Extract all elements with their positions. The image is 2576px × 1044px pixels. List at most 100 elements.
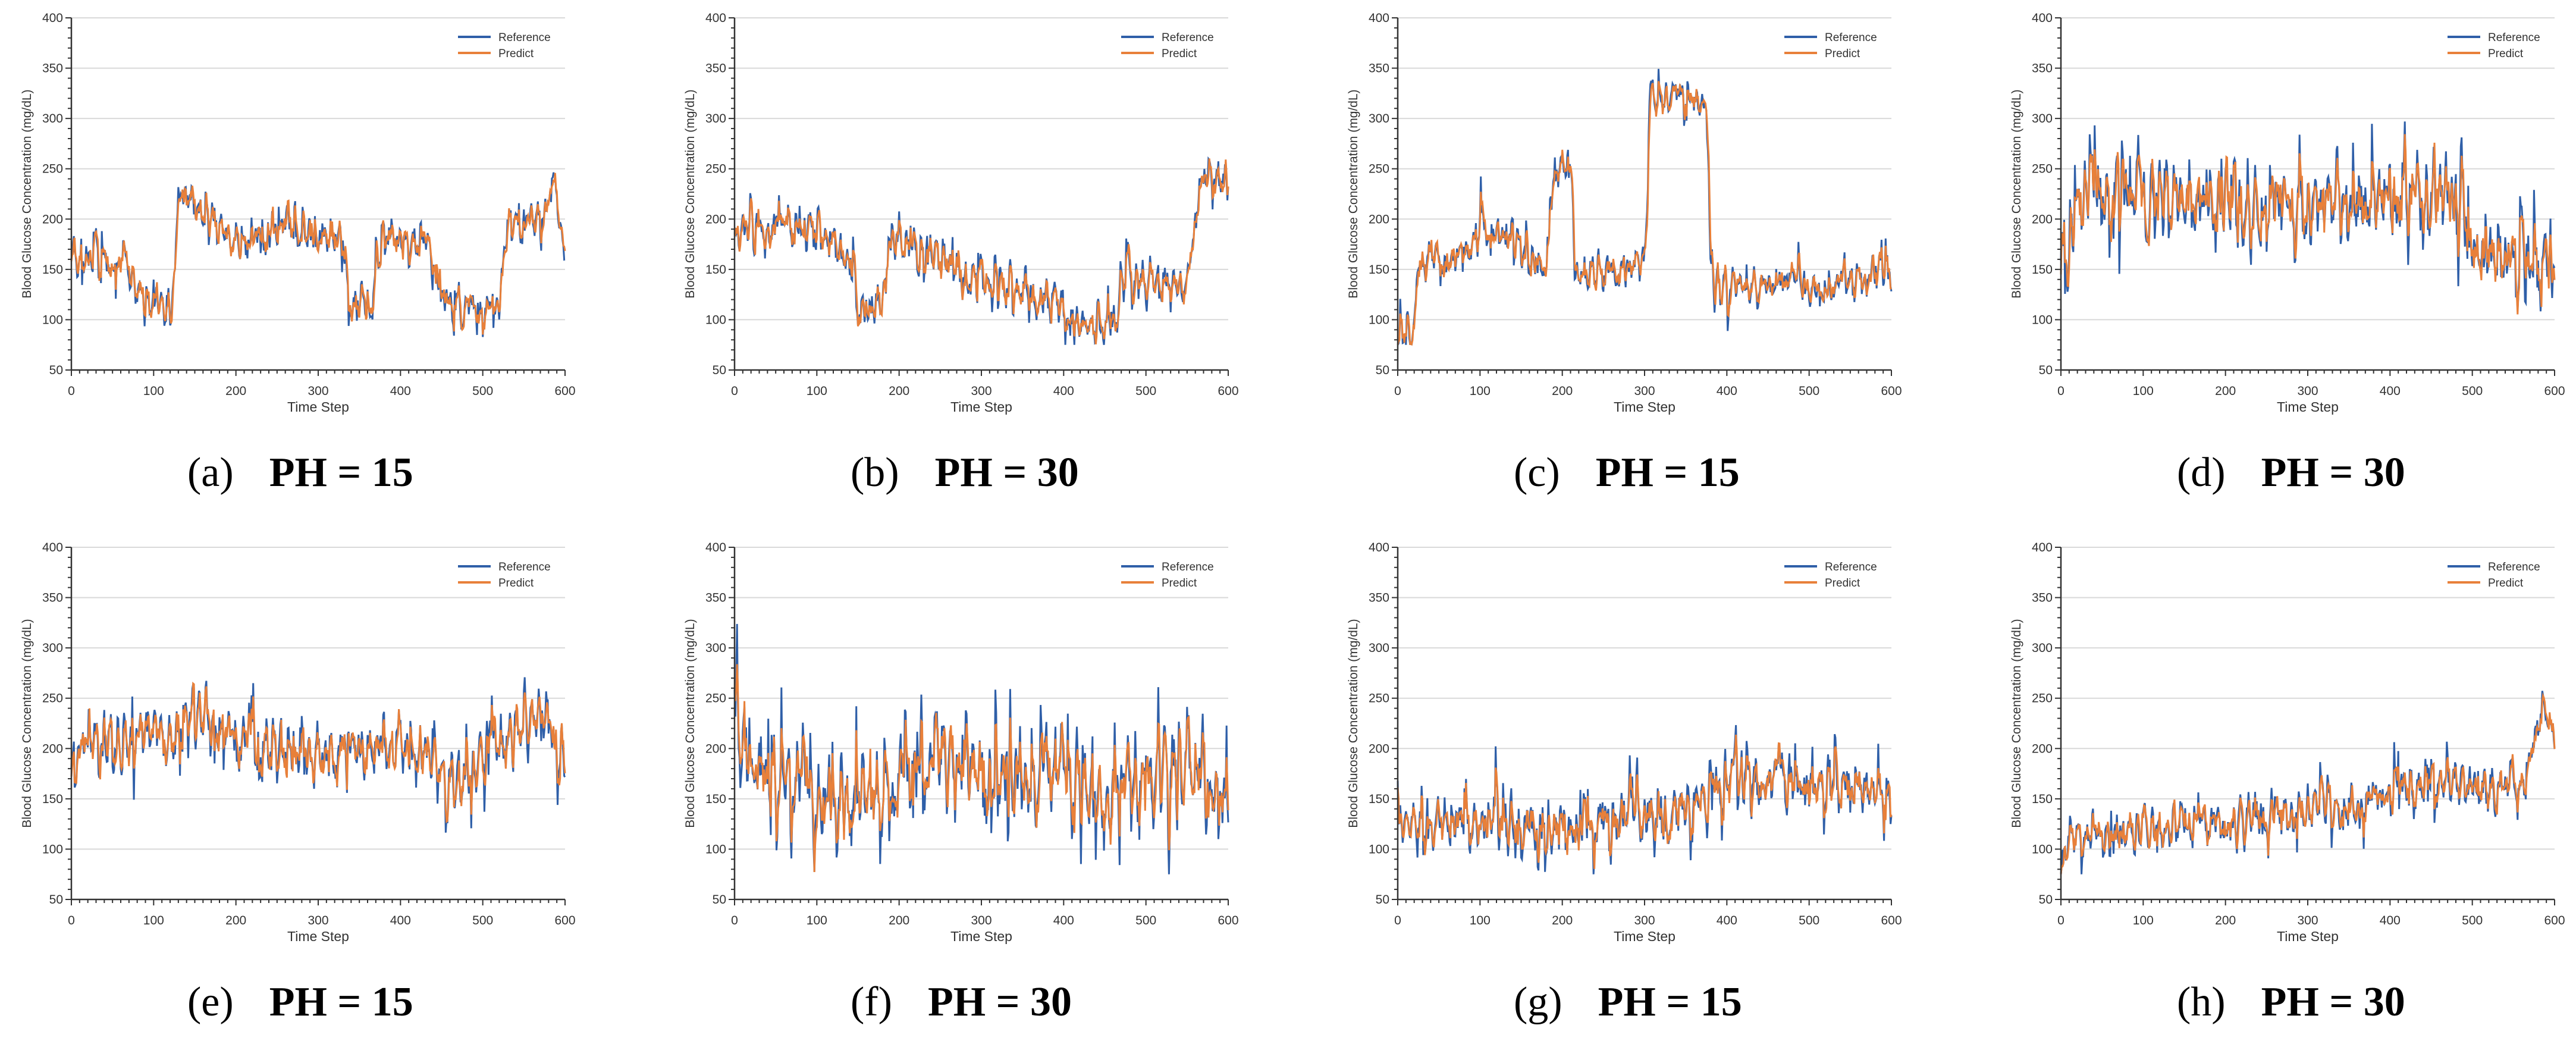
legend-label-predict: Predict	[498, 48, 534, 60]
y-tick-label: 300	[705, 112, 726, 126]
chart-f: 0 100 200 300 400 500 600 50 100 150 200 250 300 350 4…	[683, 541, 1239, 944]
series-line-predict	[70, 173, 566, 335]
series-line-predict	[2060, 134, 2556, 315]
y-tick-label: 50	[713, 893, 726, 907]
caption-a: (a) PH = 15	[187, 449, 413, 497]
x-tick-label: 0	[731, 914, 738, 927]
y-axis-label: Blood Glucose Concentration (mg/dL)	[1347, 89, 1360, 298]
legend-label-reference: Reference	[1825, 32, 1877, 44]
x-tick-label: 500	[2462, 914, 2483, 927]
caption-ph: PH = 30	[927, 979, 1072, 1025]
chart-g: 0 100 200 300 400 500 600 50 100 150 200 250 300 350 4…	[1347, 541, 1902, 944]
y-tick-label: 300	[1369, 112, 1389, 126]
x-tick-label: 400	[1717, 384, 1737, 398]
x-tick-label: 300	[1634, 384, 1655, 398]
y-tick-label: 100	[2032, 842, 2053, 856]
x-tick-label: 300	[308, 914, 328, 927]
y-tick-label: 50	[1376, 363, 1389, 377]
x-tick-label: 0	[68, 914, 75, 927]
x-tick-label: 500	[2462, 384, 2483, 398]
y-tick-label: 400	[2032, 541, 2053, 554]
legend-label-predict: Predict	[498, 577, 534, 590]
x-tick-label: 400	[2380, 914, 2401, 927]
x-tick-label: 400	[1053, 914, 1074, 927]
y-tick-label: 50	[49, 893, 63, 907]
x-tick-label: 200	[2215, 384, 2236, 398]
y-tick-label: 100	[42, 842, 63, 856]
series-line-predict	[70, 681, 566, 823]
x-tick-label: 0	[68, 384, 75, 398]
x-axis-label: Time Step	[287, 929, 349, 944]
y-tick-label: 250	[42, 692, 63, 706]
y-tick-label: 250	[705, 162, 726, 176]
x-tick-label: 600	[554, 384, 575, 398]
y-tick-label: 350	[705, 591, 726, 605]
x-tick-label: 200	[889, 914, 909, 927]
y-tick-label: 150	[1369, 263, 1389, 277]
y-tick-label: 300	[42, 112, 63, 126]
caption-ph: PH = 30	[2261, 979, 2405, 1025]
x-axis-label: Time Step	[950, 399, 1012, 415]
y-axis-label: Blood Glucose Concentration (mg/dL)	[683, 89, 697, 298]
y-tick-label: 400	[42, 541, 63, 554]
x-tick-label: 600	[1881, 914, 1902, 927]
caption-ph: PH = 15	[269, 450, 413, 496]
y-tick-label: 250	[2032, 692, 2053, 706]
y-tick-label: 400	[42, 11, 63, 25]
series-line-predict	[1397, 81, 1892, 346]
y-tick-label: 350	[1369, 62, 1389, 76]
y-tick-label: 100	[705, 842, 726, 856]
caption-d: (d) PH = 30	[2177, 449, 2405, 497]
x-axis-label: Time Step	[1614, 929, 1676, 944]
chart-d: 0 100 200 300 400 500 600 50 100 150 200 250 300 350 4…	[2010, 11, 2565, 415]
y-axis-label: Blood Glucose Concentration (mg/dL)	[2010, 619, 2023, 827]
series-line-predict	[2060, 692, 2556, 874]
y-tick-label: 250	[42, 162, 63, 176]
x-tick-label: 200	[1552, 914, 1573, 927]
x-axis-label: Time Step	[287, 399, 349, 415]
caption-f: (f) PH = 30	[851, 979, 1072, 1026]
chart-a: 0 100 200 300 400 500 600 50 100 150 200 250 300 350 4…	[20, 11, 576, 415]
y-tick-label: 200	[705, 212, 726, 226]
y-axis-label: Blood Glucose Concentration (mg/dL)	[2010, 89, 2023, 298]
x-tick-label: 200	[2215, 914, 2236, 927]
legend-label-reference: Reference	[498, 32, 551, 44]
caption-letter: (h)	[2177, 979, 2226, 1025]
y-tick-label: 250	[1369, 162, 1389, 176]
x-tick-label: 100	[2133, 384, 2154, 398]
x-tick-label: 500	[472, 914, 493, 927]
y-tick-label: 200	[42, 742, 63, 755]
caption-ph: PH = 15	[269, 979, 413, 1025]
x-tick-label: 100	[1470, 384, 1491, 398]
y-tick-label: 400	[1369, 11, 1389, 25]
caption-letter: (f)	[851, 979, 892, 1025]
x-tick-label: 100	[143, 384, 164, 398]
legend-label-reference: Reference	[1162, 561, 1214, 573]
x-tick-label: 600	[2544, 914, 2565, 927]
x-tick-label: 300	[2297, 914, 2318, 927]
x-tick-label: 100	[807, 914, 827, 927]
legend-label-predict: Predict	[1162, 48, 1197, 60]
caption-letter: (e)	[187, 979, 234, 1025]
y-tick-label: 100	[705, 313, 726, 327]
legend-label-reference: Reference	[2488, 32, 2540, 44]
legend-label-predict: Predict	[2488, 48, 2524, 60]
y-axis-label: Blood Glucose Concentration (mg/dL)	[683, 619, 697, 827]
legend-label-reference: Reference	[1825, 561, 1877, 573]
y-tick-label: 300	[2032, 641, 2053, 655]
y-tick-label: 50	[713, 363, 726, 377]
x-tick-label: 100	[2133, 914, 2154, 927]
x-axis-label: Time Step	[950, 929, 1012, 944]
caption-ph: PH = 15	[1595, 450, 1740, 496]
x-tick-label: 0	[1394, 914, 1401, 927]
x-tick-label: 400	[390, 914, 411, 927]
legend-label-predict: Predict	[2488, 577, 2524, 590]
y-tick-label: 150	[2032, 792, 2053, 806]
y-tick-label: 250	[2032, 162, 2053, 176]
x-tick-label: 400	[390, 384, 411, 398]
x-tick-label: 0	[2057, 384, 2064, 398]
y-tick-label: 350	[2032, 591, 2053, 605]
y-tick-label: 200	[1369, 212, 1389, 226]
y-tick-label: 350	[705, 62, 726, 76]
